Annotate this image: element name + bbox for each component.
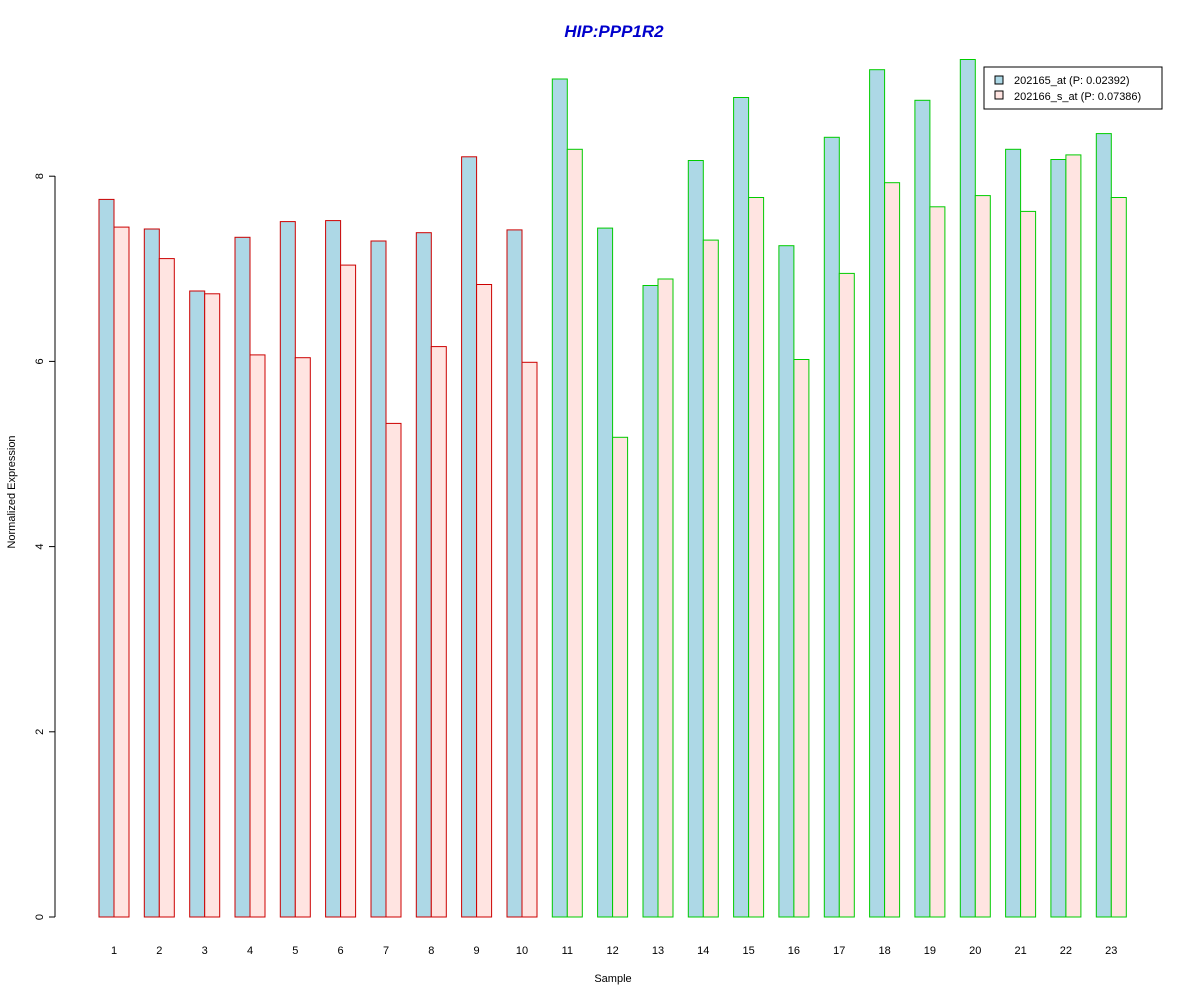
x-tick-label-16: 16	[788, 945, 800, 957]
bar-series1-sample-22	[1050, 159, 1067, 918]
y-axis-label: Normalized Expression	[6, 435, 18, 548]
bar-series2-sample-4	[249, 354, 266, 918]
x-tick-label-14: 14	[697, 945, 709, 957]
x-tick-label-3: 3	[202, 945, 208, 957]
bar-series2-sample-7	[385, 422, 402, 918]
bar-series2-sample-2	[158, 258, 175, 918]
bar-series2-sample-9	[476, 284, 493, 918]
bar-series2-sample-16	[793, 359, 810, 918]
bar-series1-sample-9	[461, 156, 478, 918]
x-tick-label-12: 12	[606, 945, 618, 957]
bar-series1-sample-20	[959, 59, 976, 918]
bar-series1-sample-19	[914, 99, 931, 918]
bar-series2-sample-6	[340, 264, 357, 918]
bar-series1-sample-6	[325, 220, 342, 918]
x-tick-label-21: 21	[1014, 945, 1026, 957]
bar-series2-sample-14	[702, 239, 719, 918]
x-tick-label-13: 13	[652, 945, 664, 957]
bar-series2-sample-11	[566, 148, 583, 918]
legend-label-1: 202165_at (P: 0.02392)	[1014, 75, 1130, 87]
x-tick-label-18: 18	[878, 945, 890, 957]
bar-series2-sample-18	[884, 182, 901, 918]
bar-series1-sample-1	[98, 198, 115, 918]
y-axis: 0 2 4 6 8	[34, 173, 56, 920]
bar-series1-sample-7	[370, 240, 387, 918]
legend-label-2: 202166_s_at (P: 0.07386)	[1014, 91, 1141, 103]
x-tick-label-8: 8	[428, 945, 434, 957]
x-tick-label-17: 17	[833, 945, 845, 957]
bar-series2-sample-13	[657, 278, 674, 918]
bar-series2-sample-10	[521, 361, 538, 918]
chart-title: HIP:PPP1R2	[564, 22, 664, 41]
x-tick-label-15: 15	[742, 945, 754, 957]
x-tick-label-19: 19	[924, 945, 936, 957]
x-tick-label-6: 6	[338, 945, 344, 957]
x-tick-label-9: 9	[474, 945, 480, 957]
y-tick-label: 2	[34, 729, 46, 735]
bar-series1-sample-2	[143, 228, 160, 918]
bar-series1-sample-14	[687, 160, 704, 918]
legend: 202165_at (P: 0.02392) 202166_s_at (P: 0…	[983, 66, 1163, 110]
bar-series2-sample-12	[612, 436, 629, 918]
bar-series2-sample-21	[1020, 210, 1037, 918]
bar-series1-sample-3	[189, 290, 206, 918]
bar-series2-sample-17	[838, 272, 855, 918]
y-tick-label: 8	[34, 173, 46, 179]
bar-series2-sample-5	[294, 357, 311, 918]
y-tick-label: 4	[34, 544, 46, 550]
bar-series2-sample-19	[929, 206, 946, 918]
bar-series1-sample-10	[506, 229, 523, 918]
bars	[98, 59, 1127, 918]
y-tick-label: 0	[34, 914, 46, 920]
x-tick-labels: 1 2 3 4 5 6 7 8 9 10 11 12 13 14 15 16 17 18 19 20 21 22 23	[111, 945, 1117, 957]
bar-series1-sample-16	[778, 245, 795, 918]
legend-swatch-1	[994, 75, 1004, 85]
x-tick-label-11: 11	[562, 945, 573, 957]
legend-box	[983, 66, 1163, 110]
bar-series1-sample-5	[279, 221, 296, 918]
bar-series1-sample-21	[1005, 148, 1022, 918]
x-tick-label-23: 23	[1105, 945, 1117, 957]
bar-series1-sample-4	[234, 236, 251, 918]
bar-series1-sample-18	[869, 69, 886, 918]
bar-series2-sample-15	[748, 197, 765, 918]
bar-series2-sample-22	[1065, 154, 1082, 918]
x-axis-label: Sample	[594, 973, 631, 985]
bar-series1-sample-11	[551, 78, 568, 918]
x-tick-label-7: 7	[383, 945, 389, 957]
x-tick-label-4: 4	[247, 945, 253, 957]
legend-swatch-2	[994, 90, 1004, 100]
x-tick-label-2: 2	[156, 945, 162, 957]
x-tick-label-20: 20	[969, 945, 981, 957]
bar-series2-sample-1	[113, 226, 130, 918]
bar-series1-sample-15	[733, 97, 750, 918]
x-tick-label-10: 10	[516, 945, 528, 957]
x-tick-label-5: 5	[292, 945, 298, 957]
bar-series1-sample-12	[597, 227, 614, 918]
x-tick-label-22: 22	[1060, 945, 1072, 957]
bar-series1-sample-8	[415, 232, 432, 918]
bar-series1-sample-23	[1095, 133, 1112, 918]
x-tick-label-1: 1	[111, 945, 117, 957]
bar-series1-sample-17	[823, 136, 840, 918]
bar-series2-sample-23	[1110, 197, 1127, 918]
y-tick-label: 6	[34, 358, 46, 364]
bar-series2-sample-8	[430, 346, 447, 918]
bar-series1-sample-13	[642, 285, 659, 918]
bar-series2-sample-20	[974, 195, 991, 918]
bar-series2-sample-3	[204, 293, 221, 918]
